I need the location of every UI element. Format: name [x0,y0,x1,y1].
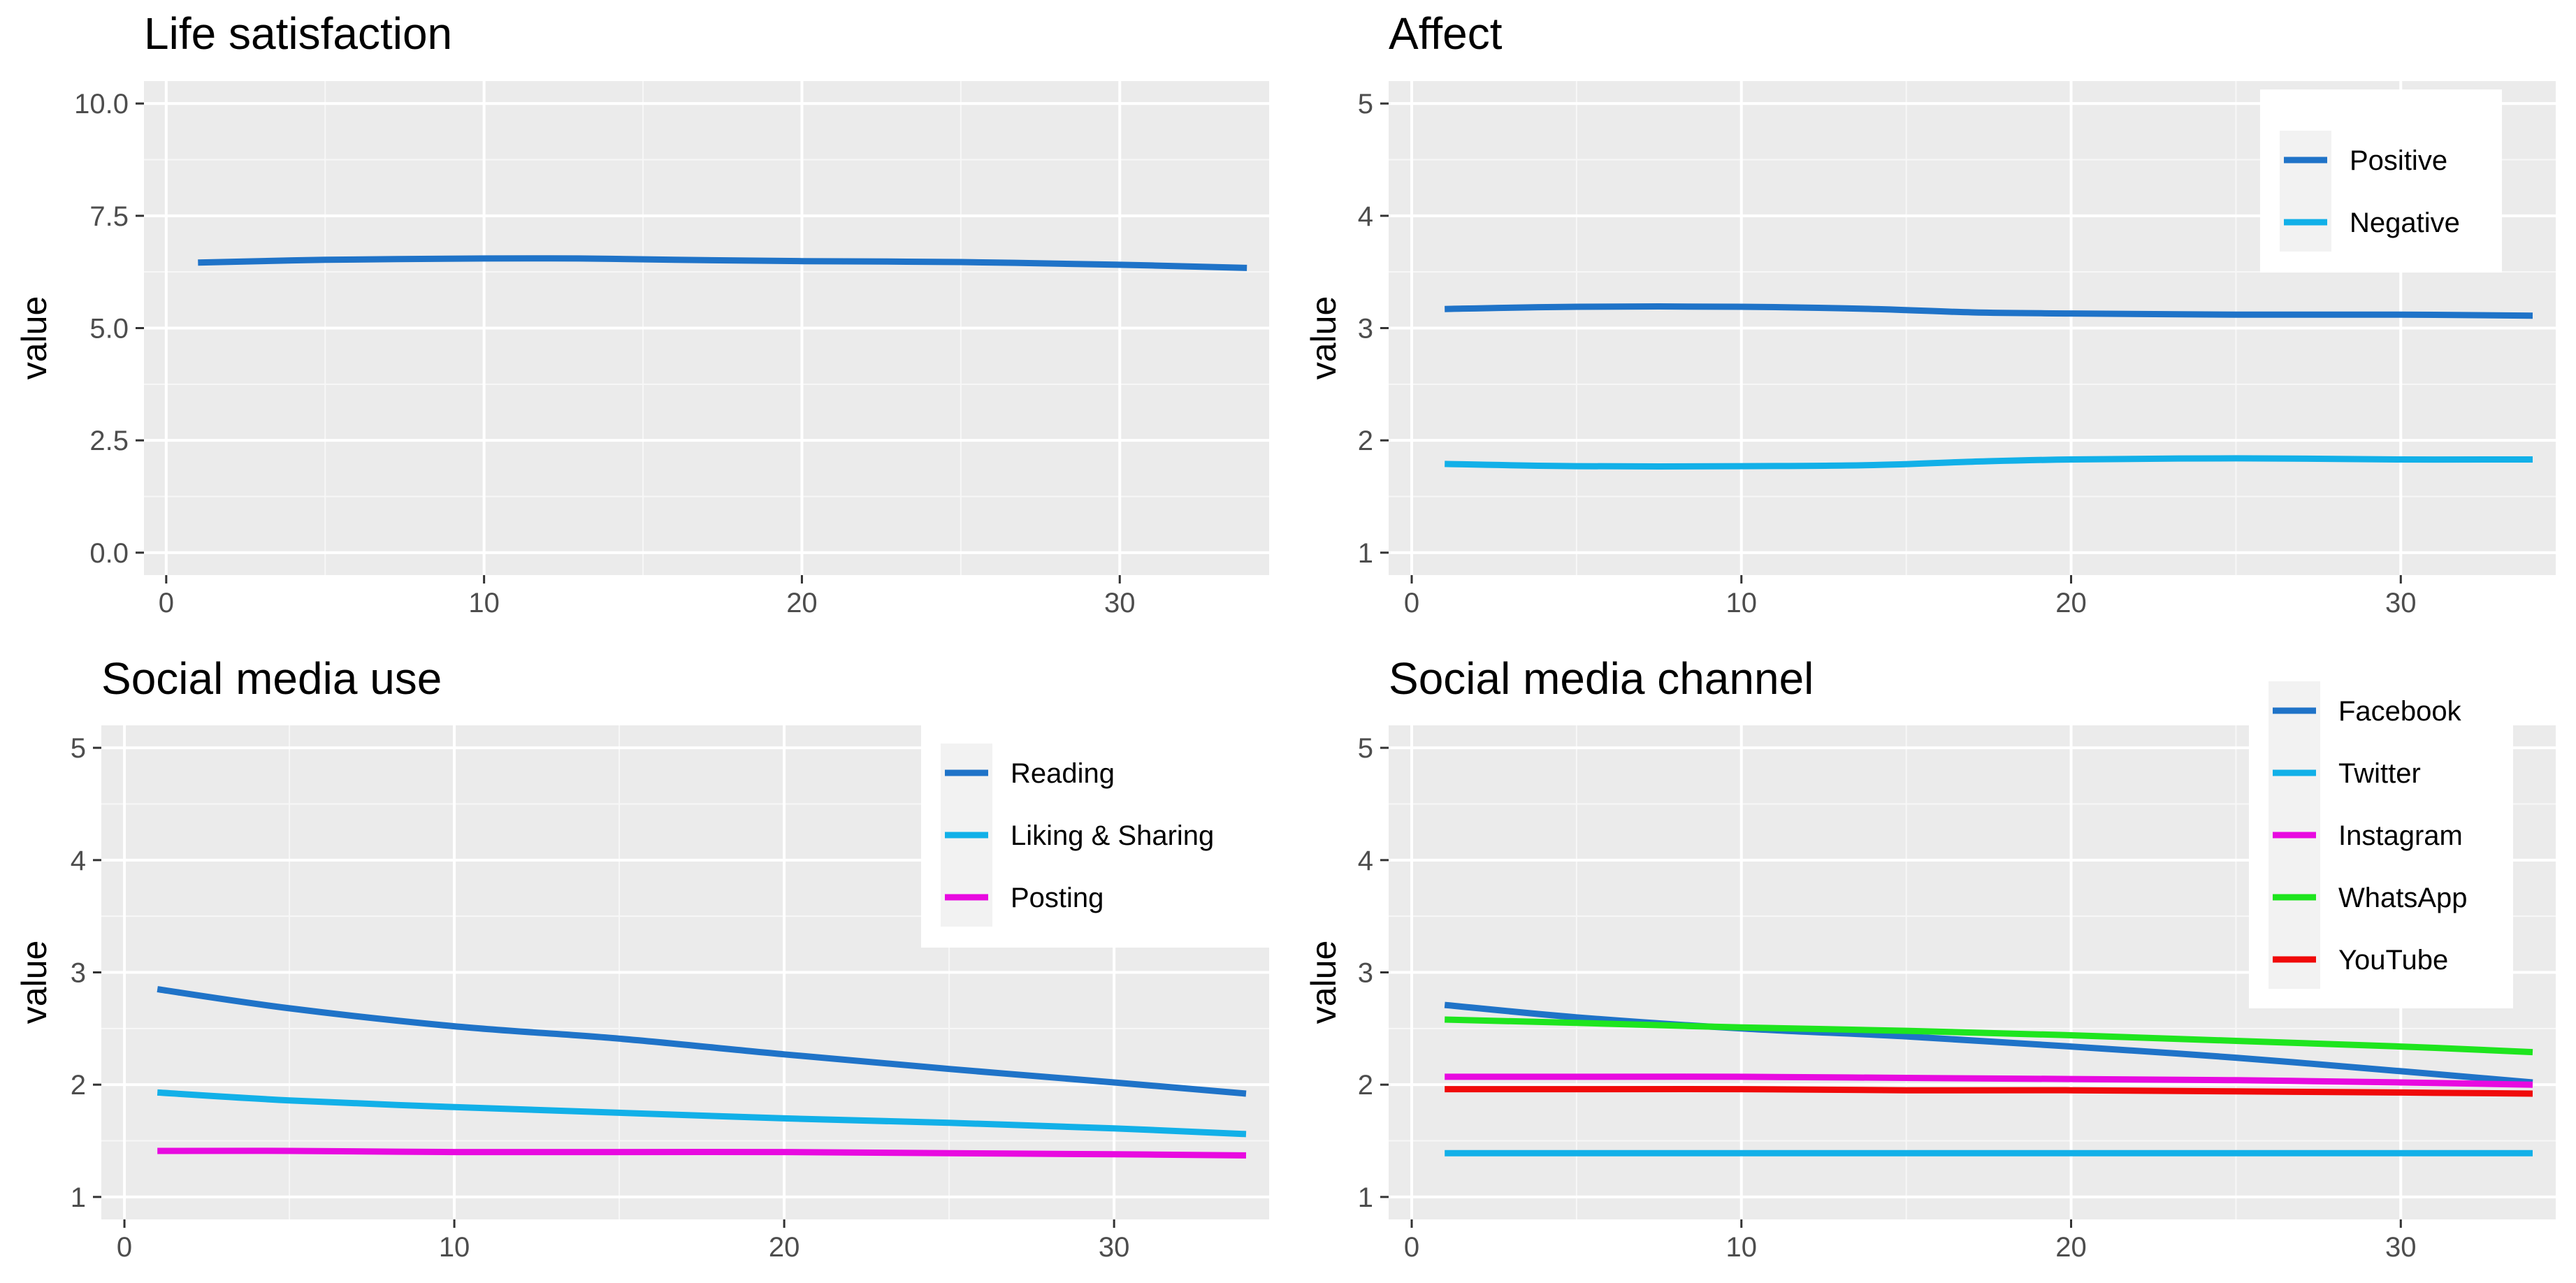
series-line-youtube [1445,1085,2533,1097]
panel-title: Social media channel [1389,653,1814,704]
legend: Facebook Twitter Instagram WhatsApp YouTube [2249,681,2513,1008]
y-tick-label: 0.0 [89,538,129,569]
x-tick-label: 10 [1726,1232,1758,1263]
y-tick-label: 1 [1358,538,1373,569]
series-line-positive [1445,303,2533,319]
y-axis-label: value [15,296,54,380]
y-tick-label: 2 [1358,1070,1373,1101]
x-tick-label: 30 [1099,1232,1130,1263]
legend-label: WhatsApp [2338,883,2468,913]
y-tick-label: 5 [71,733,86,764]
panel-4: 0 10 20 30 1 2 3 4 5 Social media channel value Fac… [1304,653,2556,1263]
x-tick-label: 10 [1726,588,1758,618]
y-tick-label: 5 [1358,89,1373,119]
legend: Reading Liking & Sharing Posting [921,725,1269,948]
x-tick-label: 20 [2055,588,2087,618]
series-line-instagram [1445,1073,2533,1088]
series-line-negative [1445,455,2533,470]
y-axis-label: value [1304,941,1343,1024]
legend-label: YouTube [2338,945,2448,976]
y-tick-label: 10.0 [74,89,129,119]
panel-title: Social media use [101,653,442,704]
panel-title: Life satisfaction [144,8,452,59]
legend-label: Negative [2350,208,2460,238]
panel-3: 0 10 20 30 1 2 3 4 5 Social media use value Reading… [15,653,1269,1263]
y-tick-label: 4 [71,846,86,876]
y-tick-label: 1 [71,1182,86,1213]
legend: Positive Negative [2260,89,2502,273]
x-tick-label: 0 [117,1232,132,1263]
x-tick-label: 0 [1404,588,1419,618]
x-tick-label: 20 [2055,1232,2087,1263]
legend-label: Liking & Sharing [1011,820,1214,851]
panel-title: Affect [1389,8,1503,59]
y-axis-label: value [1304,296,1343,380]
y-tick-label: 7.5 [89,201,129,232]
series-line-reading [157,986,1247,1097]
panel-1: 0 10 20 30 0.0 2.5 5.0 7.5 10.0 Life satisfaction… [15,8,1269,618]
y-tick-label: 5.0 [89,314,129,345]
y-tick-label: 3 [1358,958,1373,989]
series-line-facebook [1444,1001,2533,1086]
x-tick-label: 30 [2385,1232,2417,1263]
y-tick-label: 1 [1358,1182,1373,1213]
series-line-whatsapp [1445,1016,2533,1056]
x-tick-label: 30 [1104,588,1136,618]
series-line-life-satisfaction [198,255,1247,271]
y-tick-label: 3 [1358,314,1373,345]
x-tick-label: 20 [769,1232,800,1263]
panel-2: 0 10 20 30 1 2 3 4 5 Affect value Positive Negative [1304,8,2556,618]
y-tick-label: 2 [1358,426,1373,456]
legend-label: Posting [1011,883,1104,913]
x-tick-label: 10 [439,1232,470,1263]
legend-label: Twitter [2338,758,2421,789]
legend-label: Positive [2350,145,2447,176]
y-tick-label: 3 [71,958,86,989]
legend-key-background [2280,131,2331,252]
x-tick-label: 0 [159,588,174,618]
y-tick-label: 4 [1358,201,1373,232]
legend-label: Instagram [2338,820,2463,851]
x-tick-label: 0 [1404,1232,1419,1263]
series-line-posting [157,1147,1247,1159]
x-tick-label: 10 [468,588,500,618]
y-tick-label: 5 [1358,733,1373,764]
y-tick-label: 2.5 [89,426,129,456]
legend-label: Reading [1011,758,1115,789]
x-tick-label: 20 [786,588,818,618]
legend-label: Facebook [2338,696,2462,727]
y-axis-label: value [15,941,54,1024]
x-tick-label: 30 [2385,588,2417,618]
y-tick-label: 2 [71,1070,86,1101]
y-tick-label: 4 [1358,846,1373,876]
series-line-liking-sharing [157,1089,1247,1138]
